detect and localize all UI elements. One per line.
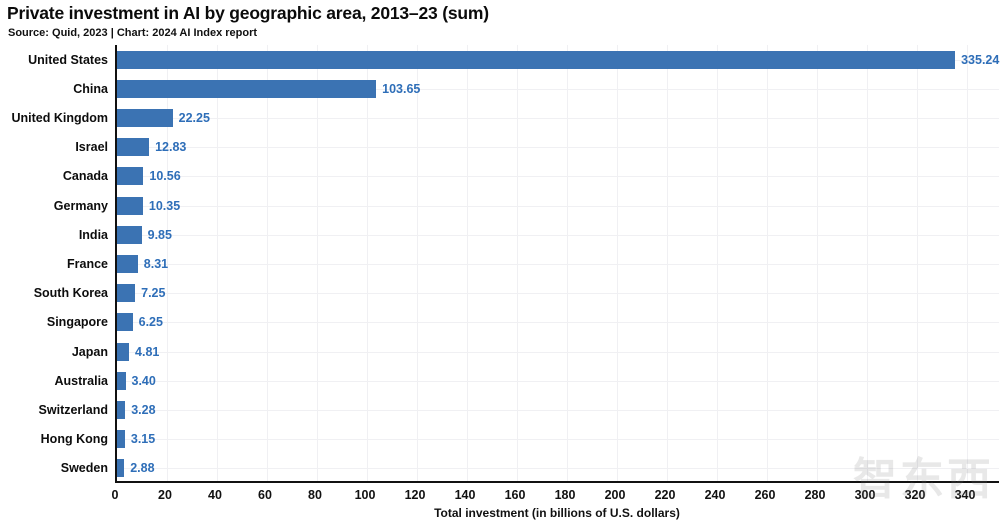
bar-value-label: 4.81 (135, 344, 160, 359)
x-tick-label: 120 (404, 488, 426, 502)
bar-value-label: 3.40 (131, 373, 156, 388)
chart-subtitle: Source: Quid, 2023 | Chart: 2024 AI Inde… (8, 27, 258, 39)
x-tick-label: 280 (804, 488, 826, 502)
vertical-gridline (467, 45, 468, 481)
bar-value-label: 22.25 (178, 111, 210, 125)
x-tick-label: 100 (354, 488, 376, 502)
x-tick-label: 40 (208, 488, 222, 502)
x-tick-label: 0 (111, 488, 119, 502)
category-label: China (73, 81, 108, 96)
vertical-gridline (717, 45, 718, 481)
vertical-gridline (367, 45, 368, 481)
vertical-gridline (317, 45, 318, 481)
bar-value-label: 10.35 (148, 198, 181, 213)
horizontal-gridline (117, 176, 999, 178)
bar-value-label: 3.28 (131, 403, 156, 417)
bar (117, 342, 130, 361)
category-label: India (78, 227, 108, 242)
bar-value-label: 3.15 (130, 432, 156, 447)
category-label: Sweden (60, 461, 108, 476)
x-axis-title: Total investment (in billions of U.S. do… (434, 506, 680, 520)
vertical-gridline (417, 45, 418, 481)
vertical-gridline (767, 45, 768, 481)
x-tick-label: 60 (258, 488, 272, 502)
vertical-gridline (267, 45, 268, 481)
vertical-gridline (617, 45, 618, 481)
category-label: Hong Kong (40, 432, 108, 447)
bar-value-label: 2.88 (130, 461, 155, 476)
horizontal-gridline (117, 205, 999, 207)
category-label: Australia (54, 373, 109, 388)
x-tick-label: 160 (504, 488, 526, 502)
bar (117, 167, 144, 186)
bar (117, 109, 173, 127)
bar (117, 196, 143, 215)
x-tick-label: 340 (954, 488, 976, 502)
bar-value-label: 7.25 (141, 286, 166, 301)
bar (117, 459, 125, 478)
x-tick-label: 20 (158, 488, 172, 502)
plot-area: 335.24 103.65 22.25 12.83 10.56 10.35 9.85 8.31… (115, 45, 999, 483)
bar-value-label: 9.85 (147, 227, 172, 242)
category-label: Germany (53, 198, 108, 213)
horizontal-gridline (117, 380, 999, 382)
horizontal-gridline (117, 118, 999, 119)
horizontal-gridline (117, 468, 999, 470)
vertical-gridline (967, 45, 968, 481)
vertical-gridline (217, 45, 218, 481)
bar-value-label: 335.24 (961, 52, 1000, 67)
bar-value-label: 6.25 (138, 315, 163, 330)
bar-value-label: 103.65 (382, 81, 421, 96)
category-label: United States (28, 52, 108, 67)
x-tick-label: 240 (704, 488, 726, 502)
category-label: South Korea (33, 286, 108, 301)
horizontal-gridline (117, 410, 999, 411)
bar (117, 371, 126, 390)
vertical-gridline (867, 45, 868, 481)
category-label: Singapore (46, 315, 108, 330)
bar (117, 138, 150, 157)
vertical-gridline (567, 45, 568, 481)
horizontal-gridline (117, 351, 999, 353)
bar-value-label: 12.83 (155, 140, 187, 155)
horizontal-gridline (117, 88, 999, 90)
bar (117, 79, 377, 98)
x-tick-label: 140 (454, 488, 476, 502)
horizontal-gridline (117, 322, 999, 324)
category-label: United Kingdom (11, 111, 108, 125)
x-tick-label: 200 (604, 488, 626, 502)
x-tick-label: 260 (754, 488, 776, 502)
bar (117, 50, 956, 69)
x-tick-label: 320 (904, 488, 926, 502)
category-label: Canada (62, 169, 108, 184)
vertical-gridline (817, 45, 818, 481)
category-label: Switzerland (38, 403, 108, 417)
vertical-gridline (667, 45, 668, 481)
bar (117, 430, 125, 449)
category-label: France (67, 257, 108, 271)
vertical-gridline (517, 45, 518, 481)
x-tick-label: 220 (654, 488, 676, 502)
horizontal-gridline (117, 264, 999, 265)
horizontal-gridline (117, 234, 999, 236)
category-label: Japan (71, 344, 108, 359)
x-tick-label: 300 (854, 488, 876, 502)
category-label: Israel (75, 140, 108, 155)
bar (117, 225, 142, 244)
bar (117, 313, 133, 332)
horizontal-gridline (117, 147, 999, 149)
bar (117, 401, 126, 419)
horizontal-gridline (117, 293, 999, 295)
bar-value-label: 10.56 (149, 169, 181, 184)
chart-title: Private investment in AI by geographic a… (7, 3, 489, 23)
bar (117, 284, 136, 303)
vertical-gridline (167, 45, 168, 481)
x-tick-label: 180 (554, 488, 576, 502)
bar-value-label: 8.31 (143, 257, 169, 271)
vertical-gridline (917, 45, 918, 481)
bar (117, 255, 138, 273)
x-tick-label: 80 (308, 488, 322, 502)
horizontal-gridline (117, 439, 999, 441)
